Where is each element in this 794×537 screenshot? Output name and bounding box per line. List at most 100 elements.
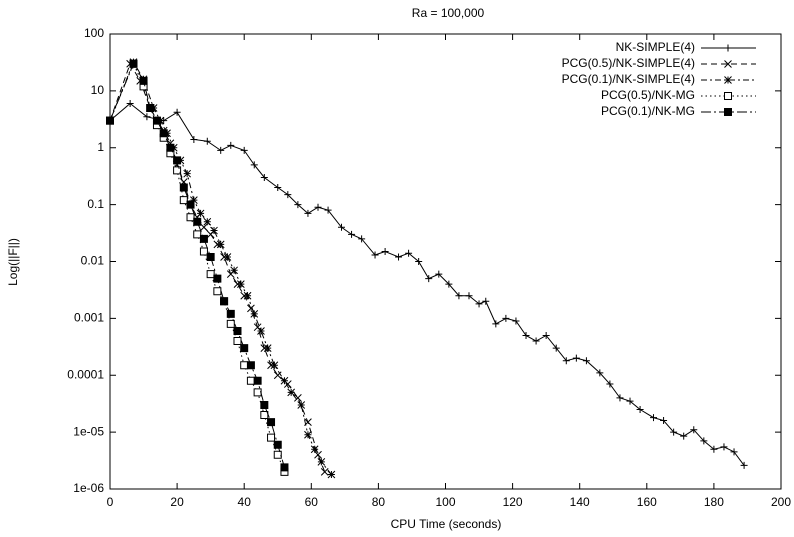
y-tick-label: 0.1 [87,197,104,211]
y-tick-label: 0.001 [74,311,104,325]
x-tick-label: 160 [637,495,657,509]
marker [227,141,235,149]
marker [106,116,114,125]
marker [233,326,242,335]
marker [492,320,500,328]
x-tick-label: 120 [503,495,523,509]
marker [425,275,433,283]
x-tick-label: 40 [238,495,252,509]
marker [186,200,195,209]
marker [371,251,379,259]
x-tick-label: 140 [570,495,590,509]
series-line [109,102,745,466]
marker [572,354,580,362]
y-tick-label: 0.0001 [67,367,104,381]
marker [287,388,296,397]
marker [297,401,306,409]
marker [260,400,269,409]
series-line [109,62,326,473]
marker [596,369,604,377]
marker [274,184,282,192]
marker [263,344,272,352]
chart-title: Ra = 100,000 [412,6,485,20]
marker [670,428,678,436]
y-tick-label: 100 [84,26,104,40]
legend-marker [724,44,732,52]
marker [196,209,205,218]
y-tick-label: 1e-05 [73,424,104,438]
y-tick-label: 0.01 [81,254,105,268]
marker [626,397,634,405]
marker [314,203,322,211]
marker [173,166,182,175]
marker [240,361,249,370]
marker [582,357,590,365]
marker [482,297,490,305]
marker [139,76,148,85]
y-tick-label: 1 [97,140,104,154]
marker [636,405,644,413]
marker [405,249,413,257]
marker [435,270,443,278]
marker [226,319,235,328]
marker [166,143,175,152]
marker [616,394,624,402]
x-tick-label: 0 [107,495,114,509]
marker [267,433,276,442]
marker [257,327,265,335]
marker [213,274,222,283]
legend-marker [724,108,732,116]
legend-label: PCG(0.1)/NK-SIMPLE(4) [562,72,695,86]
marker [186,213,195,222]
marker [199,234,208,243]
y-tick-label: 1e-06 [73,481,104,495]
marker [233,337,242,346]
marker [650,414,658,422]
marker [660,417,668,425]
marker [532,337,540,345]
marker [273,440,282,449]
marker [690,426,698,434]
marker [310,445,319,454]
marker [320,468,329,476]
marker [273,371,282,380]
marker [253,376,262,385]
marker [395,253,403,261]
marker [304,209,312,217]
marker [562,357,570,365]
marker [280,376,289,385]
marker [220,297,229,306]
legend-label: PCG(0.1)/NK-MG [601,104,695,118]
marker [203,137,211,145]
marker [680,432,688,440]
marker [126,99,134,107]
x-tick-label: 100 [435,495,455,509]
x-axis-label: CPU Time (seconds) [391,517,502,531]
marker [183,169,192,178]
marker [193,217,202,226]
marker [260,173,268,181]
marker [284,191,292,199]
x-tick-label: 20 [170,495,184,509]
legend-marker [724,92,732,100]
marker [381,247,389,255]
marker [190,135,198,143]
legend-label: PCG(0.5)/NK-MG [601,88,695,102]
marker [730,448,738,456]
marker [146,103,155,112]
marker [173,156,182,165]
marker [216,240,225,249]
marker [294,394,302,402]
plot-border [109,33,782,490]
marker [552,344,560,352]
marker [512,317,520,325]
marker [542,331,550,339]
y-tick-label: 10 [91,83,105,97]
marker [720,443,728,451]
marker [223,253,232,261]
marker [455,292,463,300]
x-tick-label: 200 [771,495,791,509]
legend-label: PCG(0.5)/NK-SIMPLE(4) [562,56,695,70]
marker [159,129,168,138]
